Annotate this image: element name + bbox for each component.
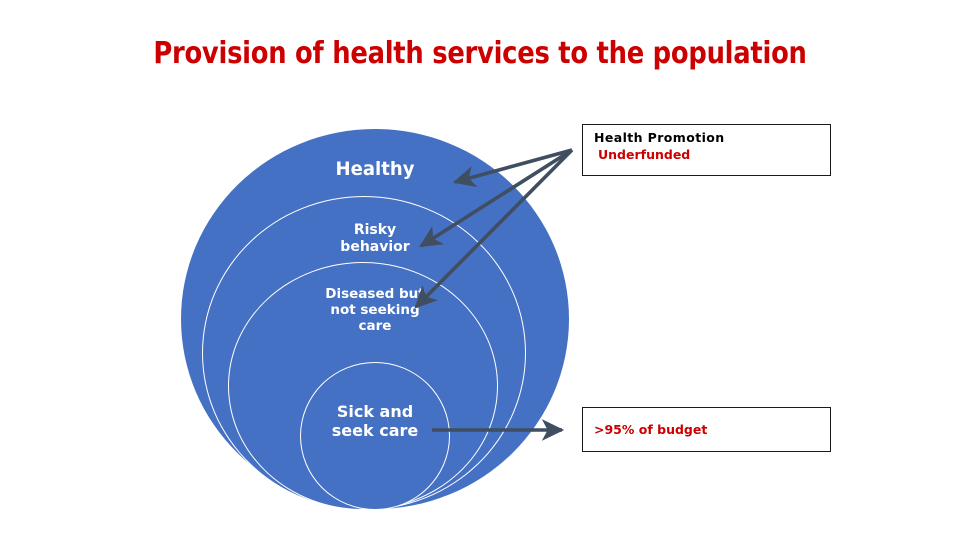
circle-sick-and-seek-care — [300, 362, 450, 510]
page-title: Provision of health services to the popu… — [153, 36, 807, 71]
callout-budget-value: >95% of budget — [594, 422, 708, 437]
callout-budget: >95% of budget — [582, 407, 831, 452]
nested-circles-diagram — [150, 100, 600, 530]
callout-health-promotion-status: Underfunded — [598, 147, 691, 162]
callout-health-promotion: Health Promotion Underfunded — [582, 124, 831, 176]
callout-health-promotion-title: Health Promotion — [594, 130, 725, 145]
